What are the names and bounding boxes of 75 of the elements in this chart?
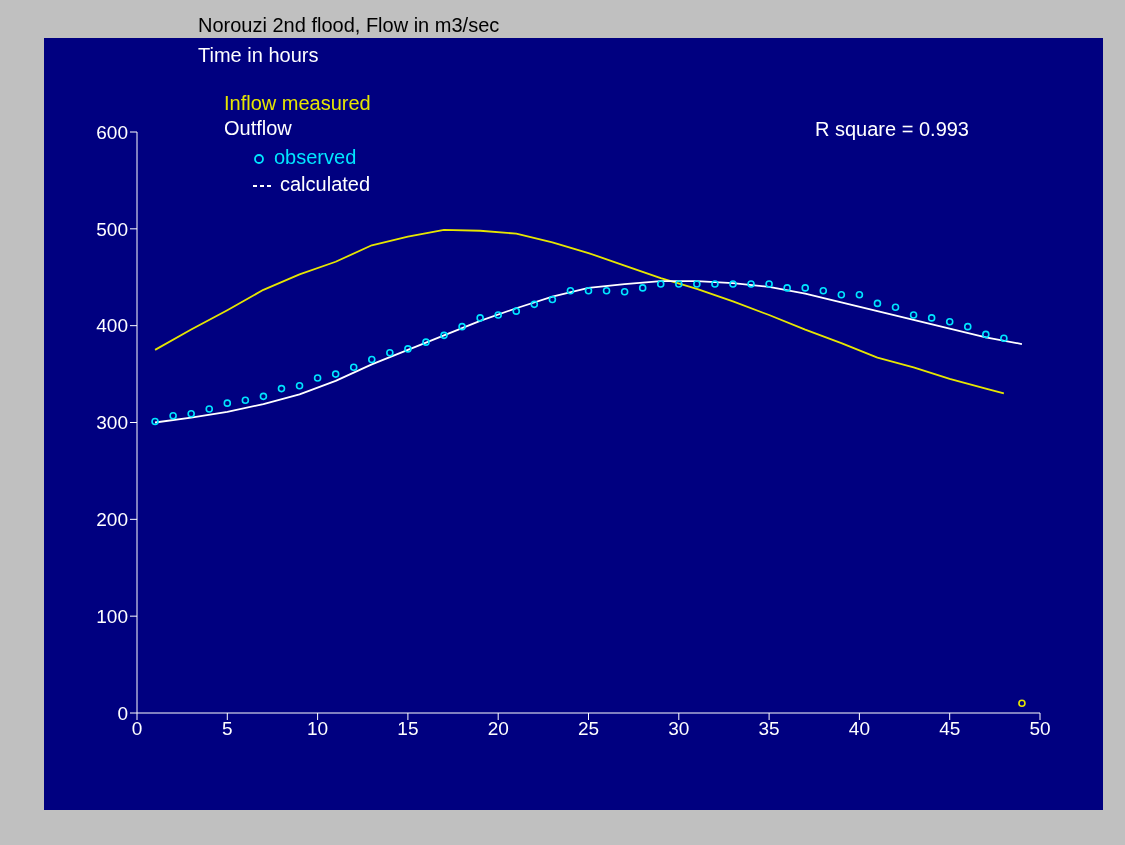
point: [151, 417, 159, 426]
x-tick-label: 25: [577, 718, 600, 740]
point: [331, 370, 340, 378]
point: [656, 280, 665, 288]
point: [711, 280, 719, 288]
point: [963, 322, 972, 331]
point: [548, 295, 557, 304]
text: Inflow measured: [224, 92, 371, 115]
point: [277, 384, 286, 393]
x-tick-label: 35: [758, 718, 780, 740]
point: [638, 284, 647, 292]
point: [530, 300, 539, 309]
x-tick-label: 0: [131, 718, 143, 740]
x-tick-label: 20: [487, 718, 509, 740]
x-tick-label: 30: [668, 718, 690, 740]
point: [837, 290, 846, 299]
point: [295, 381, 304, 390]
point: [512, 307, 521, 315]
x-tick-label: 5: [222, 718, 233, 740]
y-tick-label: 0: [117, 702, 128, 724]
point: [422, 338, 430, 346]
point: [584, 287, 593, 295]
point: [241, 396, 250, 405]
point: [891, 303, 900, 312]
y-tick-label: 500: [96, 218, 128, 240]
point: [367, 355, 376, 364]
point: [205, 405, 214, 413]
y-tick-label: 300: [96, 412, 128, 434]
line-series: [154, 228, 1005, 395]
point: [440, 331, 448, 340]
point: [982, 330, 990, 339]
point: [1000, 334, 1008, 343]
point: [169, 411, 177, 420]
point: [404, 345, 412, 353]
point: [873, 299, 882, 308]
legend-label: calculated: [280, 173, 371, 196]
point: [675, 280, 683, 288]
point: [765, 280, 773, 288]
y-tick-label: 400: [96, 315, 128, 337]
point: [1018, 699, 1026, 708]
point: [476, 314, 484, 322]
point: [855, 290, 864, 299]
point: [909, 311, 918, 319]
point: [386, 348, 394, 357]
x-axis-title: Time in hours: [198, 44, 319, 67]
point: [729, 280, 737, 288]
point: [187, 409, 195, 418]
point: [747, 280, 755, 288]
point: [801, 284, 810, 292]
point: [945, 317, 954, 326]
y-tick-label: 100: [96, 605, 128, 627]
y-tick-label: 200: [96, 509, 128, 531]
x-tick-label: 10: [307, 718, 329, 740]
legend-title: Outflow: [224, 117, 293, 141]
point: [927, 314, 936, 322]
y-tick-label: 600: [96, 121, 128, 143]
point: [783, 284, 791, 292]
x-tick-label: 40: [848, 718, 870, 740]
point: [494, 311, 502, 319]
point: [349, 363, 358, 372]
chart-title: Norouzi 2nd flood, Flow in m3/sec: [198, 14, 500, 37]
point: [566, 287, 575, 295]
point: [259, 392, 268, 401]
legend-label: observed: [274, 146, 357, 169]
x-tick-label: 45: [939, 718, 961, 740]
x-tick-label: 15: [397, 718, 419, 740]
point: [458, 322, 466, 331]
annotation: R square = 0.993: [815, 118, 969, 141]
point: [693, 280, 701, 288]
x-tick-label: 50: [1029, 718, 1051, 740]
point: [620, 287, 629, 296]
point: [819, 287, 828, 295]
point: [223, 399, 232, 407]
point: [313, 374, 322, 382]
point: [602, 287, 611, 295]
